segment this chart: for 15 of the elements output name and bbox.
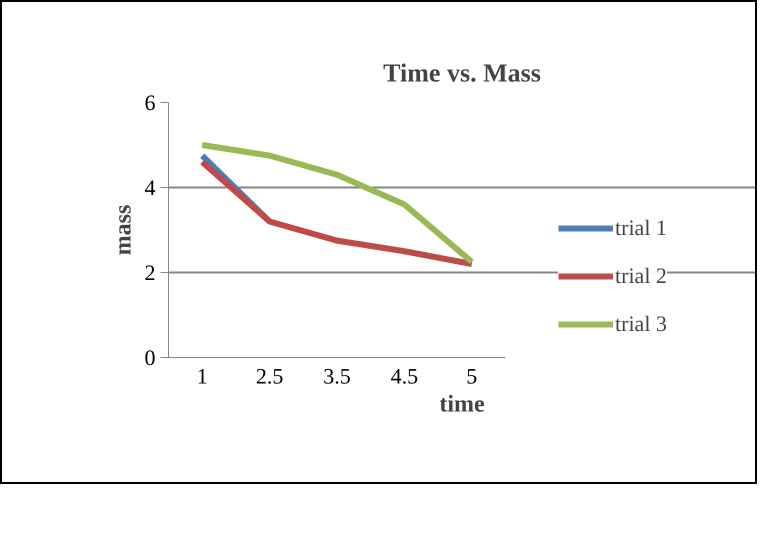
x-tick-label: 3.5 xyxy=(323,364,351,388)
legend-label: trial 2 xyxy=(615,263,667,289)
x-tick-label: 2.5 xyxy=(256,364,284,388)
y-axis-title: mass xyxy=(110,204,136,256)
legend-label: trial 3 xyxy=(615,311,667,337)
x-tick-label: 4.5 xyxy=(390,364,418,388)
legend-label: trial 1 xyxy=(615,215,667,241)
y-tick-label: 0 xyxy=(144,345,156,370)
y-tick-label: 4 xyxy=(144,175,156,200)
y-tick-label: 6 xyxy=(144,90,156,115)
y-tick-label: 2 xyxy=(144,260,156,285)
chart-title: Time vs. Mass xyxy=(383,58,541,88)
x-tick-label: 1 xyxy=(196,364,208,388)
x-axis-title: time xyxy=(439,392,485,418)
x-tick-label: 5 xyxy=(466,364,478,388)
